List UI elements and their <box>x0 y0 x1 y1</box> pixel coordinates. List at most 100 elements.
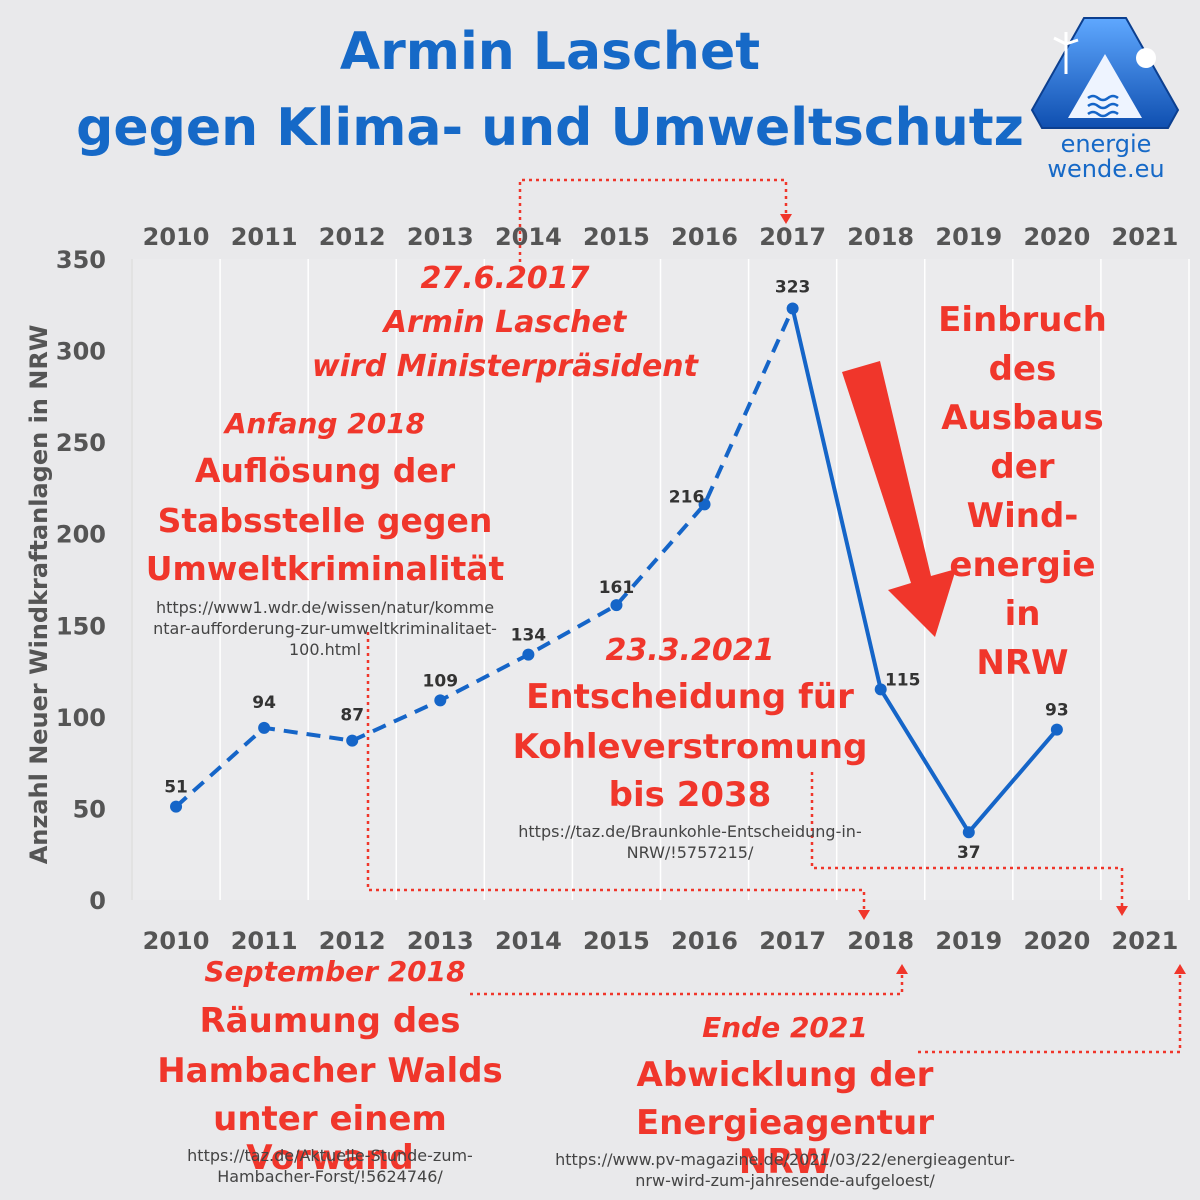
connector-arrow <box>858 910 870 920</box>
data-point <box>1050 723 1063 736</box>
x-tick-label-top: 2016 <box>671 223 738 251</box>
x-tick-label-top: 2019 <box>935 223 1002 251</box>
x-tick-label-bottom: 2019 <box>935 927 1002 955</box>
connector-arrow <box>896 964 908 974</box>
url-line: NRW/!5757215/ <box>626 842 754 862</box>
logo-sun-icon <box>1136 48 1156 68</box>
annotation-einbruch-line: der <box>990 447 1055 487</box>
logo-wave-icon <box>1087 94 1119 118</box>
data-label: 134 <box>511 626 547 646</box>
x-tick-label-bottom: 2013 <box>407 927 474 955</box>
url-line: https://www1.wdr.de/wissen/natur/komme <box>155 598 495 617</box>
annotation-einbruch-line: NRW <box>976 643 1069 683</box>
x-tick-label-bottom: 2017 <box>759 927 826 955</box>
x-tick-label-top: 2015 <box>583 223 650 251</box>
series-line-solid <box>790 307 1059 836</box>
x-tick-label-top: 2013 <box>407 223 474 251</box>
url-line: https://taz.de/Aktuelle-Stunde-zum- <box>187 1146 473 1165</box>
x-tick-label-bottom: 2020 <box>1023 927 1090 955</box>
annotation-stabsstelle-line3: Umweltkriminalität <box>145 549 505 588</box>
x-tick-label-top: 2014 <box>495 223 562 251</box>
annotation-stabsstelle-line2: Stabsstelle gegen <box>157 501 493 540</box>
annotation-hambach-line3: unter einem Vorwand <box>213 1099 447 1179</box>
data-point <box>170 800 183 813</box>
data-label: 94 <box>252 693 276 713</box>
y-tick-label: 300 <box>56 338 106 366</box>
connector-laschet <box>518 178 788 262</box>
logo-wind-icon <box>1053 32 1079 74</box>
x-tick-label-bottom: 2011 <box>231 927 298 955</box>
logo-text-line2: wende.eu <box>1047 155 1165 184</box>
data-point <box>610 599 623 612</box>
x-tick-label-bottom: 2021 <box>1112 927 1179 955</box>
annotation-energieagentur-url: https://www.pv-magazine.de/2021/03/22/en… <box>520 1150 1050 1192</box>
annotation-einbruch-line: Einbruch <box>938 300 1107 340</box>
x-tick-label-bottom: 2015 <box>583 927 650 955</box>
y-tick-label: 100 <box>56 704 106 732</box>
annotation-stabsstelle-url: https://www1.wdr.de/wissen/natur/komme n… <box>125 598 525 660</box>
connector-energieagentur <box>918 974 1182 1054</box>
data-label: 115 <box>885 670 921 690</box>
connector-arrow <box>1116 906 1128 916</box>
connector-hambach <box>470 974 904 996</box>
data-label: 216 <box>669 487 705 507</box>
x-tick-label-top: 2011 <box>231 223 298 251</box>
annotation-einbruch: Einbruch des Ausbaus der Wind- energie i… <box>930 296 1115 688</box>
annotation-einbruch-line: in <box>1004 594 1041 634</box>
data-label: 51 <box>164 778 188 798</box>
data-point <box>346 734 359 747</box>
annotation-laschet-line1: Armin Laschet <box>383 305 627 340</box>
x-tick-label-bottom: 2014 <box>495 927 562 955</box>
data-point <box>786 302 799 315</box>
y-tick-label: 350 <box>56 246 106 274</box>
series-line-dashed <box>174 307 795 809</box>
data-label: 109 <box>423 671 459 691</box>
logo-inner <box>1068 54 1142 118</box>
data-label: 93 <box>1045 701 1069 721</box>
annotation-einbruch-line: energie <box>949 545 1096 585</box>
logo-text: energie wende.eu <box>1028 131 1184 184</box>
y-tick-label: 200 <box>56 521 106 549</box>
annotation-energieagentur-date: Ende 2021 <box>702 1011 868 1044</box>
data-point <box>434 694 447 707</box>
energiewende-logo <box>1030 17 1180 129</box>
connector-arrow <box>1174 964 1186 974</box>
annotation-hambach-line1: Räumung des <box>199 1001 461 1041</box>
annotation-kohle-line2: Kohleverstromung <box>512 727 868 767</box>
x-tick-label-top: 2012 <box>319 223 386 251</box>
annotation-kohle-line1: Entscheidung für <box>526 677 854 717</box>
url-line: 100.html <box>288 639 362 659</box>
data-point <box>698 498 711 511</box>
annotation-einbruch-line: Ausbaus <box>941 398 1104 438</box>
connector-stabsstelle <box>366 632 866 910</box>
annotation-energieagentur-line2: Energieagentur NRW <box>635 1103 935 1183</box>
data-point <box>522 648 535 661</box>
y-tick-label: 150 <box>56 612 106 640</box>
x-tick-label-top: 2020 <box>1023 223 1090 251</box>
url-line: ntar-aufforderung-zur-umweltkriminalitae… <box>153 618 497 638</box>
url-line: https://www.pv-magazine.de/2021/03/22/en… <box>555 1150 1015 1169</box>
x-tick-label-top: 2010 <box>143 223 210 251</box>
x-tick-label-top: 2018 <box>847 223 914 251</box>
url-line: Hambacher-Forst/!5624746/ <box>217 1166 443 1186</box>
y-tick-label: 0 <box>89 887 106 915</box>
annotation-laschet-date: 27.6.2017 <box>420 261 590 296</box>
decline-arrow <box>842 361 956 637</box>
x-tick-label-top: 2021 <box>1112 223 1179 251</box>
data-label: 37 <box>957 843 981 863</box>
url-line: nrw-wird-zum-jahresende-aufgeloest/ <box>635 1170 935 1190</box>
connector-arrow <box>780 214 792 224</box>
annotation-hambach-line2: Hambacher Walds <box>157 1051 503 1091</box>
data-label: 161 <box>599 578 635 598</box>
annotation-einbruch-line: des <box>988 349 1057 389</box>
x-tick-label-bottom: 2016 <box>671 927 738 955</box>
annotation-laschet-line2: wird Ministerpräsident <box>311 349 698 384</box>
annotation-kohle-date: 23.3.2021 <box>605 633 775 668</box>
annotation-stabsstelle-date: Anfang 2018 <box>224 407 426 440</box>
annotation-hambach-url: https://taz.de/Aktuelle-Stunde-zum- Hamb… <box>150 1146 510 1188</box>
x-tick-label-bottom: 2010 <box>143 927 210 955</box>
data-label: 323 <box>775 277 811 297</box>
data-label: 87 <box>340 706 364 726</box>
